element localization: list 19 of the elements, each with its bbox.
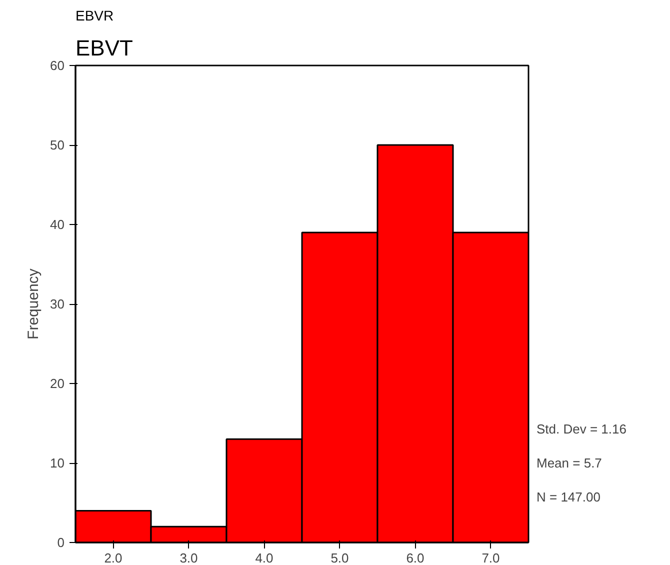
text: N = 147.00 xyxy=(536,490,600,504)
text: Std. Dev = 1.16 xyxy=(536,422,626,436)
y-tick-label: 60 xyxy=(50,58,65,73)
y-tick-label: 50 xyxy=(50,138,65,152)
x-tick-label: 7.0 xyxy=(482,550,500,565)
y-tick-label: 40 xyxy=(50,217,65,232)
text: Mean = 5.7 xyxy=(536,456,602,470)
x-tick-label: 4.0 xyxy=(255,550,274,565)
y-tick-label: 0 xyxy=(57,535,65,550)
y-tick-label: 10 xyxy=(50,456,65,470)
x-tick-label: 6.0 xyxy=(406,550,424,565)
y-tick-label: 20 xyxy=(50,376,65,391)
x-tick-label: 3.0 xyxy=(180,550,198,565)
chart-subtitle: EBVR xyxy=(76,8,114,24)
y-tick-label: 30 xyxy=(50,296,65,312)
x-tick-label: 5.0 xyxy=(330,550,349,565)
chart-title: EBVT xyxy=(76,36,133,60)
y-axis-title: Frequency xyxy=(25,268,42,340)
x-tick-label: 2.0 xyxy=(104,550,122,565)
